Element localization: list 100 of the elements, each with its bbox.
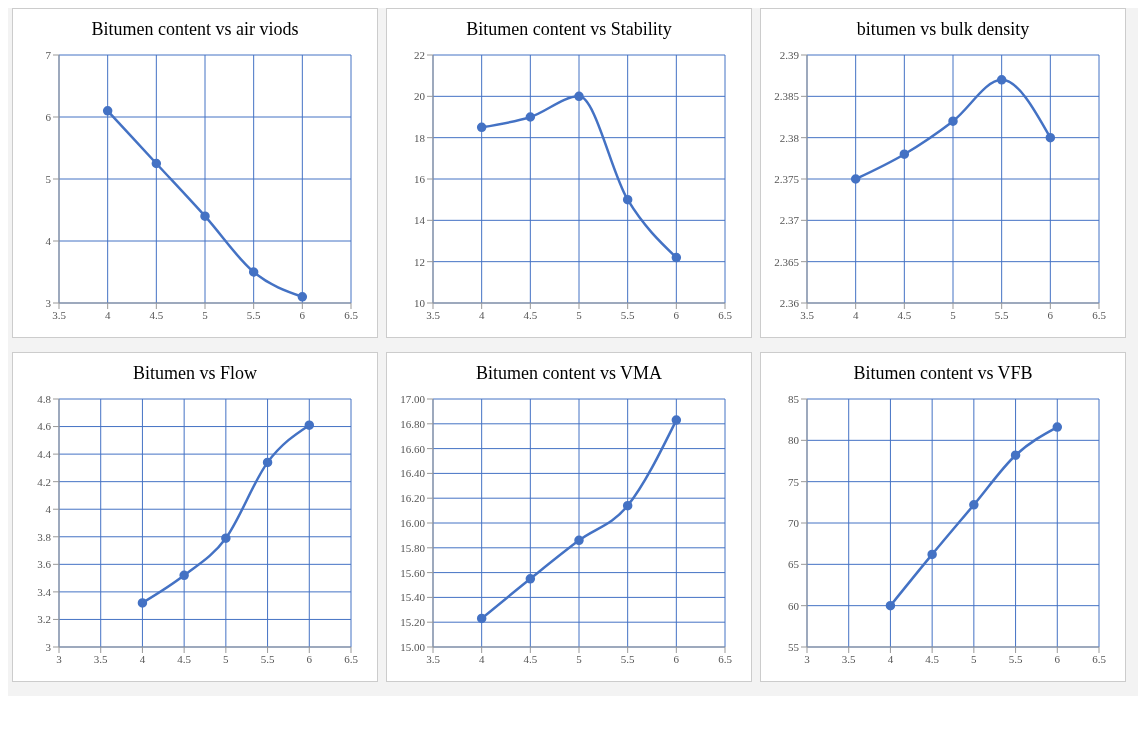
x-tick-label: 4: [478, 652, 485, 665]
point: [179, 570, 189, 581]
y-tick-label: 2.38: [779, 131, 800, 144]
y-tick-label: 2.37: [779, 214, 800, 227]
x-tick-label: 6.5: [718, 308, 733, 321]
y-tick-label: 65: [788, 558, 800, 571]
x-tick-label: 3.5: [426, 652, 441, 665]
x-tick-label: 5.5: [246, 308, 262, 321]
x-tick-label: 6: [1047, 308, 1054, 321]
chart-title: Bitumen content vs VMA: [474, 363, 664, 385]
point: [1010, 450, 1021, 460]
x-tick-label: 5: [971, 652, 978, 665]
point: [948, 116, 958, 126]
y-tick-label: 15.20: [400, 616, 426, 629]
y-tick-label: 85: [788, 392, 800, 405]
point: [248, 267, 259, 277]
point: [221, 533, 231, 543]
point: [525, 574, 536, 584]
point: [151, 158, 162, 169]
y-tick-label: 22: [414, 48, 425, 61]
x-tick-label: 4: [139, 652, 146, 665]
y-tick-label: 6: [45, 110, 52, 123]
chart-title: Bitumen content vs air viods: [90, 19, 300, 41]
x-tick-label: 4.5: [177, 652, 192, 665]
point: [262, 457, 273, 468]
y-tick-label: 4: [45, 503, 52, 516]
y-tick-label: 4.6: [37, 420, 52, 433]
x-tick-label: 6.5: [344, 308, 359, 321]
point: [1052, 422, 1063, 432]
y-tick-label: 2.375: [774, 172, 800, 185]
x-tick-label: 4: [887, 652, 894, 665]
point: [525, 112, 536, 122]
x-tick-label: 3.5: [93, 652, 109, 665]
x-tick-label: 5: [202, 308, 209, 321]
point: [885, 600, 896, 611]
y-tick-label: 12: [414, 255, 425, 268]
point: [622, 500, 633, 511]
x-tick-label: 3: [804, 652, 811, 665]
y-tick-label: 4.2: [37, 475, 51, 488]
y-tick-label: 3.6: [37, 558, 52, 571]
y-tick-label: 2.36: [779, 296, 800, 309]
y-tick-label: 4.8: [37, 392, 52, 405]
point: [476, 613, 487, 624]
point: [304, 420, 315, 430]
point: [969, 500, 979, 510]
x-tick-label: 5: [576, 308, 583, 321]
x-tick-label: 4: [104, 308, 111, 321]
point: [899, 149, 910, 159]
x-tick-label: 4: [852, 308, 859, 321]
y-tick-label: 16.20: [400, 492, 426, 505]
y-tick-label: 15.80: [400, 541, 426, 554]
x-tick-label: 5: [223, 652, 230, 665]
x-tick-label: 4.5: [149, 308, 164, 321]
x-tick-label: 6.5: [1092, 308, 1107, 321]
y-tick-label: 10: [414, 296, 426, 309]
x-tick-label: 6: [306, 652, 313, 665]
point: [137, 598, 148, 608]
y-tick-label: 16.80: [400, 417, 426, 430]
x-tick-label: 6: [1054, 652, 1061, 665]
chart-title: bitumen vs bulk density: [855, 19, 1031, 41]
y-tick-label: 2.365: [774, 255, 800, 268]
point: [1045, 132, 1056, 143]
chart-title: Bitumen content vs Stability: [465, 19, 673, 41]
point: [850, 174, 861, 184]
y-tick-label: 14: [414, 214, 426, 227]
x-tick-label: 5.5: [1008, 652, 1023, 665]
y-tick-label: 3.8: [37, 530, 52, 543]
y-tick-label: 20: [414, 90, 426, 103]
x-tick-label: 6: [673, 652, 680, 665]
point: [297, 292, 308, 302]
x-tick-label: 5.5: [994, 308, 1010, 321]
x-tick-label: 4.5: [925, 652, 940, 665]
x-tick-label: 5: [576, 652, 583, 665]
point: [102, 106, 113, 116]
chart-title: Bitumen content vs VFB: [852, 363, 1034, 385]
x-tick-label: 3.5: [426, 308, 441, 321]
point: [927, 549, 937, 560]
y-tick-label: 4: [45, 234, 52, 247]
y-tick-label: 3: [45, 296, 52, 309]
point: [200, 211, 210, 221]
x-tick-label: 5.5: [620, 652, 636, 665]
x-tick-label: 3.5: [800, 308, 815, 321]
point: [574, 91, 584, 102]
y-tick-label: 75: [788, 475, 800, 488]
x-tick-label: 6.5: [1092, 652, 1107, 665]
point: [574, 535, 584, 546]
x-tick-label: 3: [56, 652, 63, 665]
x-tick-label: 6.5: [718, 652, 733, 665]
x-tick-label: 3.5: [52, 308, 67, 321]
point: [476, 122, 487, 133]
x-tick-label: 4: [478, 308, 485, 321]
point: [622, 194, 633, 205]
y-tick-label: 18: [414, 131, 426, 144]
y-tick-label: 2.39: [779, 48, 800, 61]
y-tick-label: 70: [788, 516, 800, 529]
y-tick-label: 3: [45, 640, 52, 653]
y-tick-label: 16.60: [400, 442, 426, 455]
x-tick-label: 6: [299, 308, 306, 321]
x-tick-label: 5: [950, 308, 957, 321]
y-tick-label: 60: [788, 599, 800, 612]
